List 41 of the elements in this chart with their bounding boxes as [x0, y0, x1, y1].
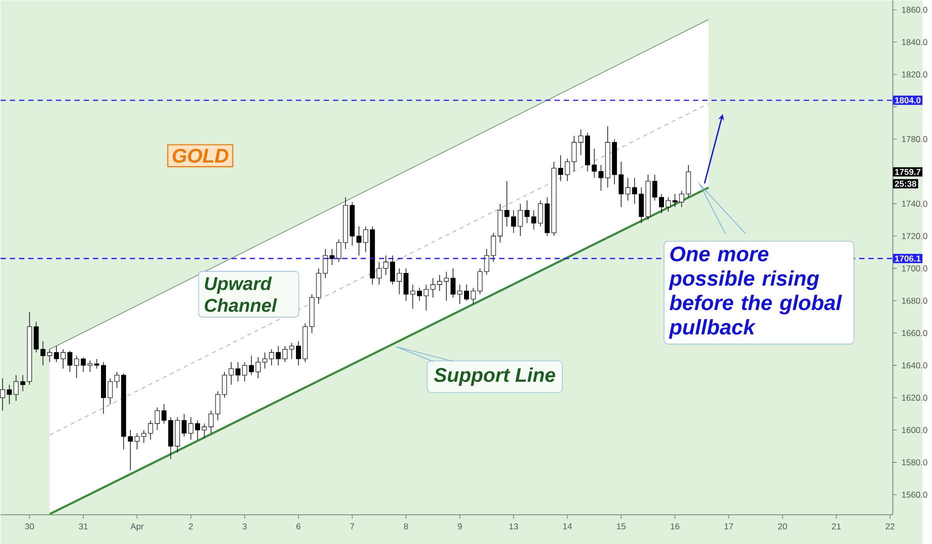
x-tick-label: 30 [25, 523, 34, 530]
x-tick-label: 8 [404, 523, 408, 530]
y-tick-label: 1700.0 [902, 265, 928, 272]
x-tick-label: 13 [509, 523, 518, 530]
text: 1759.7 [895, 168, 920, 175]
y-tick-label: 1860.0 [902, 6, 928, 13]
text: 25:38 [894, 180, 916, 187]
x-tick-label: 2 [188, 523, 193, 530]
annotation: One more possible rising before the global pullback [668, 246, 842, 339]
y-tick-label: 1740.0 [902, 200, 928, 207]
y-tick-label: 1660.0 [902, 330, 928, 336]
annotation: Upward Channel [204, 276, 277, 312]
candlestick [0, 378, 6, 411]
ref-line-label: 1804.0 [895, 97, 920, 104]
y-tick-label: 1620.0 [902, 394, 928, 401]
x-tick-label: 9 [458, 523, 462, 530]
x-tick-label: Apr [130, 523, 144, 531]
x-tick-label: 14 [563, 523, 572, 530]
ref-line-label: 1706.1 [895, 255, 921, 262]
x-tick-label: 7 [350, 523, 354, 530]
x-tick-label: 31 [78, 523, 88, 530]
y-tick-label: 1780.0 [902, 136, 928, 142]
candlestick [686, 164, 691, 198]
x-tick-label: 16 [670, 523, 680, 530]
y-tick-label: 1580.0 [902, 459, 928, 466]
y-tick-label: 1560.0 [902, 491, 928, 498]
x-tick-label: 3 [242, 523, 247, 530]
x-tick-label: 15 [617, 523, 626, 530]
x-tick-label: 22 [886, 523, 894, 530]
y-tick-label: 1600.0 [902, 426, 928, 433]
y-tick-label: 1840.0 [902, 38, 928, 45]
annotation: GOLD [172, 148, 228, 163]
x-tick-label: 21 [832, 523, 841, 530]
y-tick-label: 1820.0 [902, 71, 928, 78]
x-tick-label: 17 [724, 523, 734, 530]
x-tick-label: 6 [296, 523, 300, 530]
y-tick-label: 1720.0 [902, 232, 928, 239]
y-tick-label: 1680.0 [902, 297, 928, 304]
x-tick-label: 20 [778, 523, 787, 530]
annotation: Support Line [434, 367, 556, 386]
y-tick-label: 1640.0 [902, 362, 928, 368]
